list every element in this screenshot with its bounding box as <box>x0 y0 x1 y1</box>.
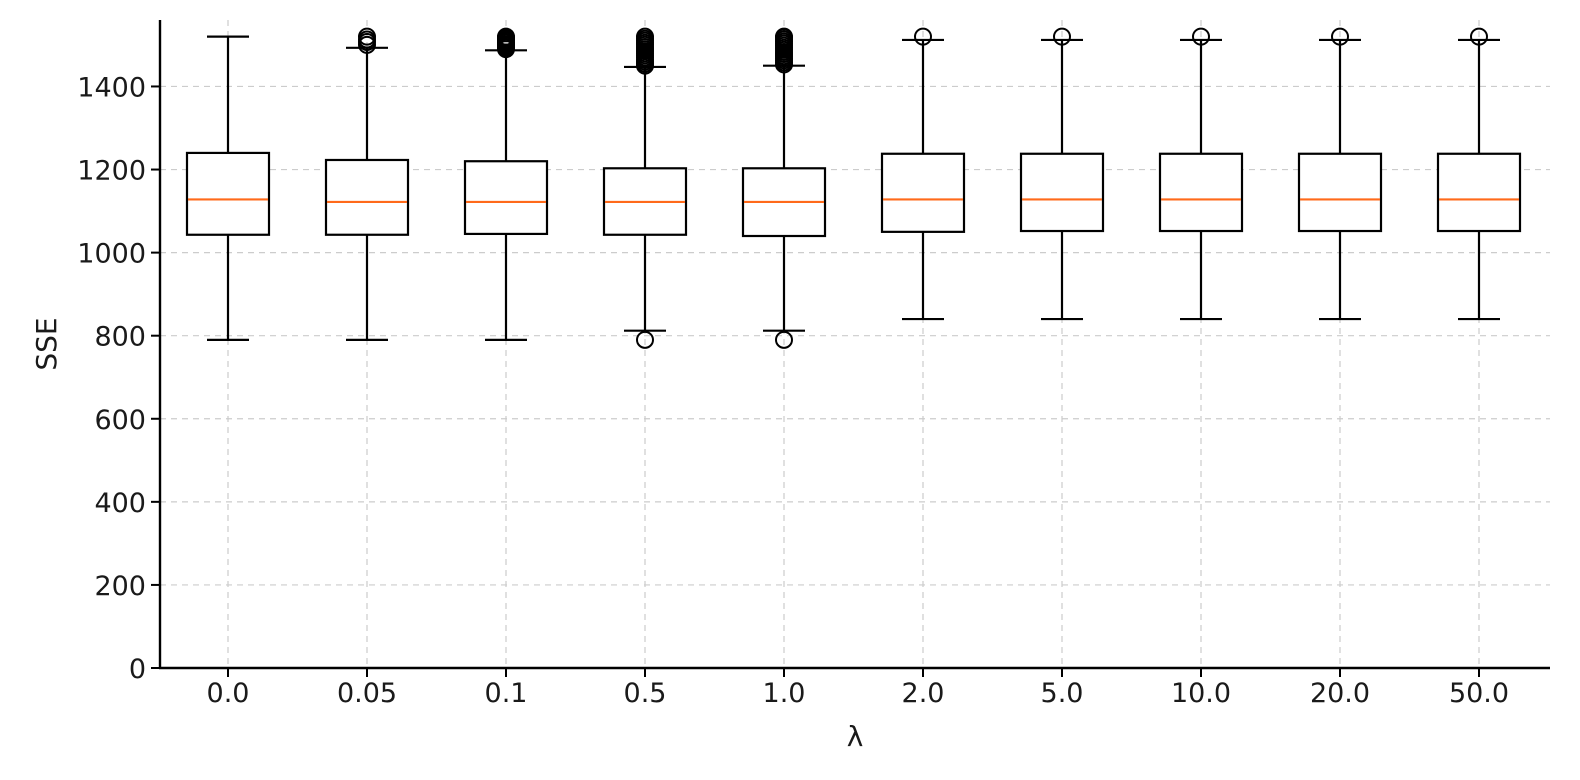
y-tick-label: 1200 <box>77 156 146 187</box>
y-tick-label: 1000 <box>77 239 146 270</box>
iqr-box <box>1158 152 1244 233</box>
x-tick-label: 50.0 <box>1449 678 1509 709</box>
iqr-box <box>185 151 271 236</box>
x-tick-label: 5.0 <box>1041 678 1084 709</box>
box-0_5 <box>602 27 688 349</box>
y-tick-label: 0 <box>129 654 146 685</box>
y-tick-label: 200 <box>94 571 146 602</box>
x-tick-label: 0.5 <box>624 678 667 709</box>
outlier-point <box>358 27 376 46</box>
y-tick-label: 600 <box>94 405 146 436</box>
box-0_0 <box>185 35 271 341</box>
outlier-point <box>1331 27 1349 46</box>
box-layer <box>185 27 1522 349</box>
outlier-point <box>1192 27 1210 46</box>
x-tick-label: 2.0 <box>902 678 945 709</box>
x-tick-label: 10.0 <box>1171 678 1231 709</box>
box-20_0 <box>1297 27 1383 321</box>
outlier-point <box>636 330 654 349</box>
y-tick-label: 400 <box>94 488 146 519</box>
box-50_0 <box>1436 27 1522 321</box>
outlier-point <box>636 27 654 46</box>
box-0_1 <box>463 27 549 341</box>
grid-layer <box>160 20 1550 669</box>
y-tick-label: 1400 <box>77 72 146 103</box>
label-layer: λ SSE 0 200 400 600 800 1000 1200 1400 0.0 0.05 0.… <box>30 72 1509 753</box>
outlier-point <box>497 27 515 46</box>
iqr-box <box>1436 152 1522 233</box>
box-5_0 <box>1019 27 1105 321</box>
y-axis-title: SSE <box>30 317 63 370</box>
x-tick-label: 20.0 <box>1310 678 1370 709</box>
iqr-box <box>463 160 549 236</box>
box-2_0 <box>880 27 966 321</box>
outlier-point <box>1470 27 1488 46</box>
x-tick-label: 0.0 <box>207 678 250 709</box>
y-tick-label: 800 <box>94 322 146 353</box>
outlier-point <box>1053 27 1071 46</box>
box-0_05 <box>324 27 410 341</box>
x-axis-title: λ <box>847 720 864 753</box>
x-tick-label: 0.1 <box>485 678 528 709</box>
iqr-box <box>1297 152 1383 233</box>
x-tick-label: 0.05 <box>337 678 397 709</box>
box-10_0 <box>1158 27 1244 321</box>
outlier-point <box>775 27 793 46</box>
x-tick-label: 1.0 <box>763 678 806 709</box>
outlier-point <box>775 330 793 349</box>
iqr-box <box>324 158 410 236</box>
outlier-point <box>914 27 932 46</box>
box-1_0 <box>741 27 827 349</box>
axis-layer <box>151 20 1550 677</box>
iqr-box <box>1019 152 1105 233</box>
iqr-box <box>880 152 966 233</box>
